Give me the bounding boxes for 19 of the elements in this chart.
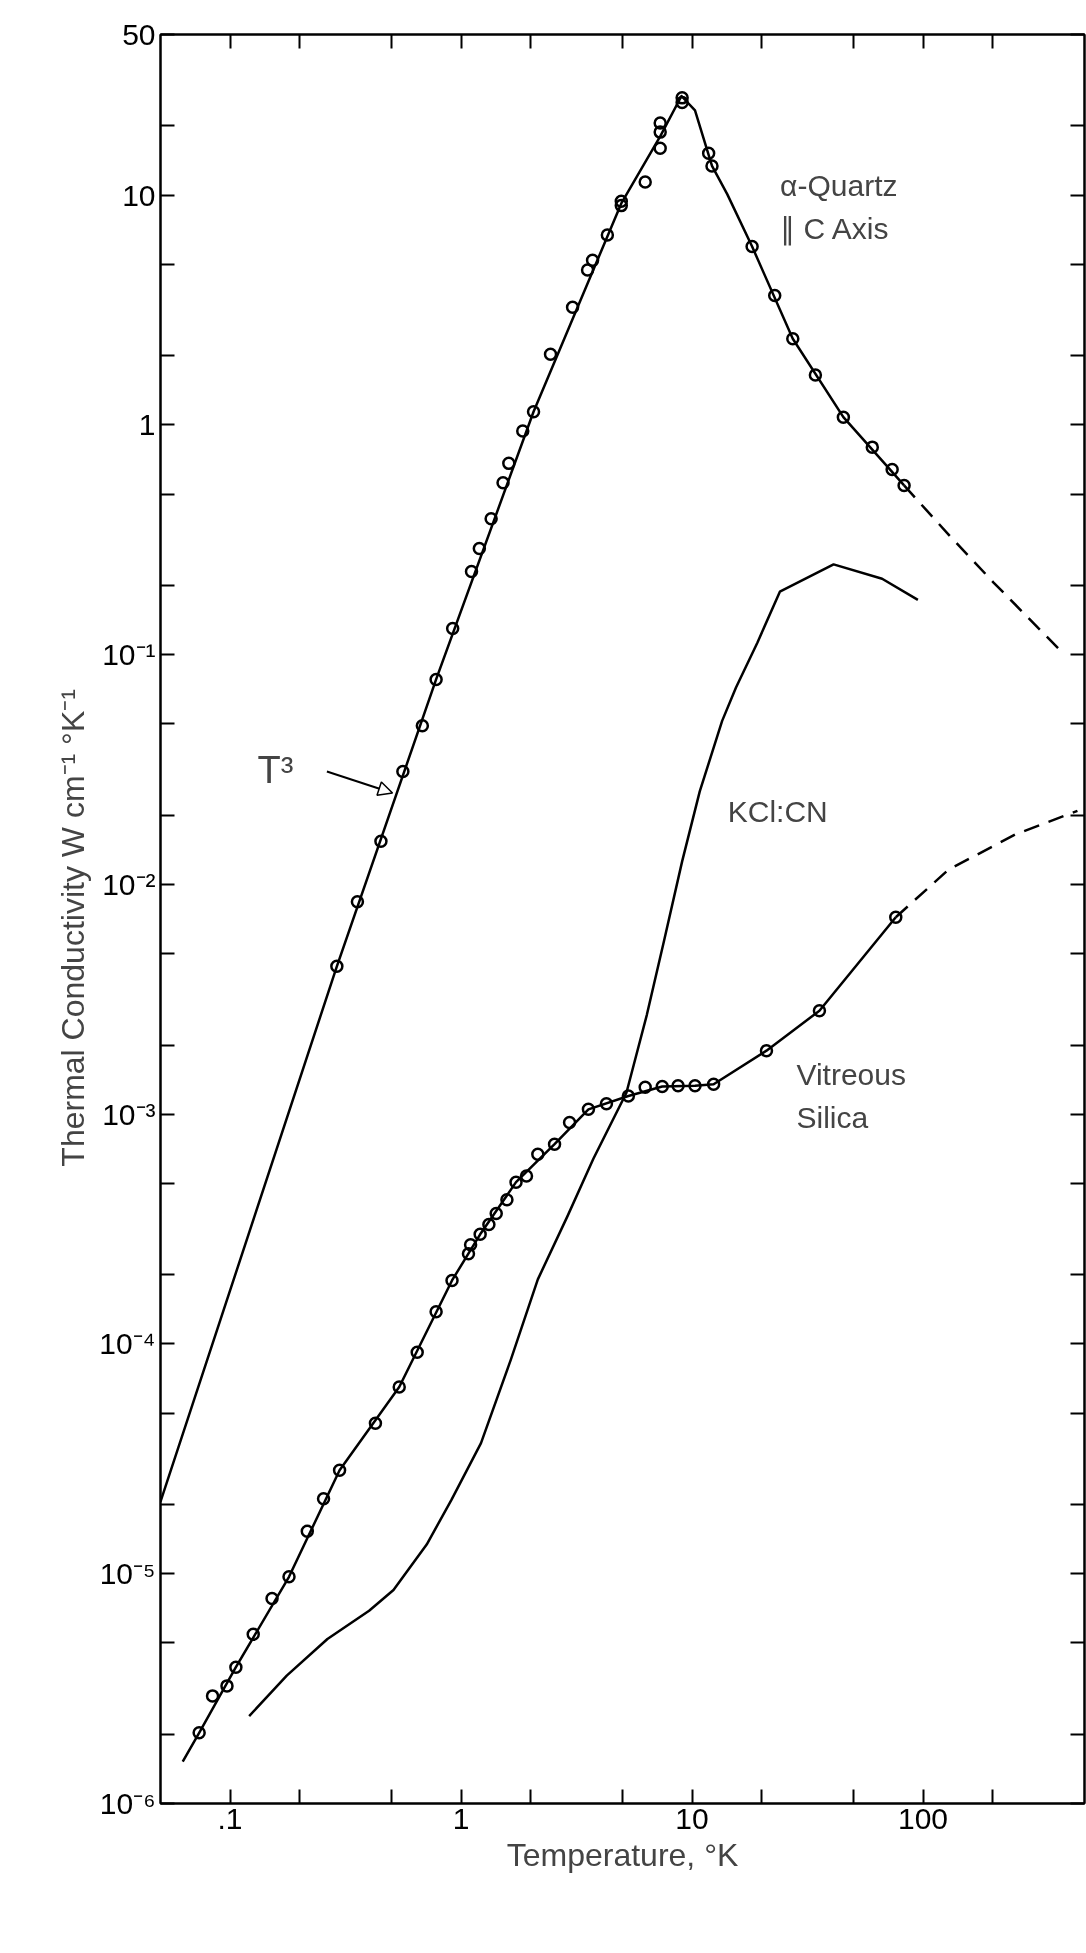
x-axis-title: Temperature, °K <box>506 1836 739 1873</box>
y-tick-label: 10⁻³ <box>102 1097 156 1131</box>
series-label: KCl:CN <box>727 794 828 828</box>
series-label: Vitreous Silica <box>796 1057 906 1134</box>
x-tick-label: 1 <box>452 1801 470 1835</box>
series-label: α-Quartz ∥ C Axis <box>780 168 898 246</box>
y-tick-label: 1 <box>138 408 156 442</box>
y-tick-label: 10⁻² <box>102 867 156 901</box>
y-axis-title: Thermal Conductivity W cm⁻¹ °K⁻¹ <box>55 689 92 1167</box>
x-tick-label: 10 <box>675 1801 709 1835</box>
y-tick-label: 10⁻⁶ <box>99 1787 156 1820</box>
y-tick-label: 10⁻¹ <box>102 638 156 672</box>
x-tick-label: .1 <box>217 1801 243 1835</box>
y-tick-label: 10⁻⁴ <box>99 1327 156 1361</box>
y-tick-label: 10 <box>122 178 156 212</box>
x-tick-label: 100 <box>898 1801 949 1835</box>
y-tick-label: 10⁻⁵ <box>99 1557 156 1591</box>
annotation: T³ <box>257 748 294 791</box>
y-tick-label: 50 <box>122 18 156 51</box>
